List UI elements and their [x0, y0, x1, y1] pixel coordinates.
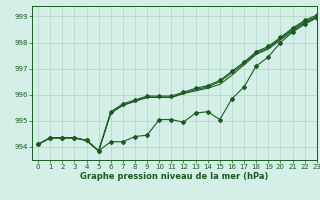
X-axis label: Graphe pression niveau de la mer (hPa): Graphe pression niveau de la mer (hPa) — [80, 172, 268, 181]
